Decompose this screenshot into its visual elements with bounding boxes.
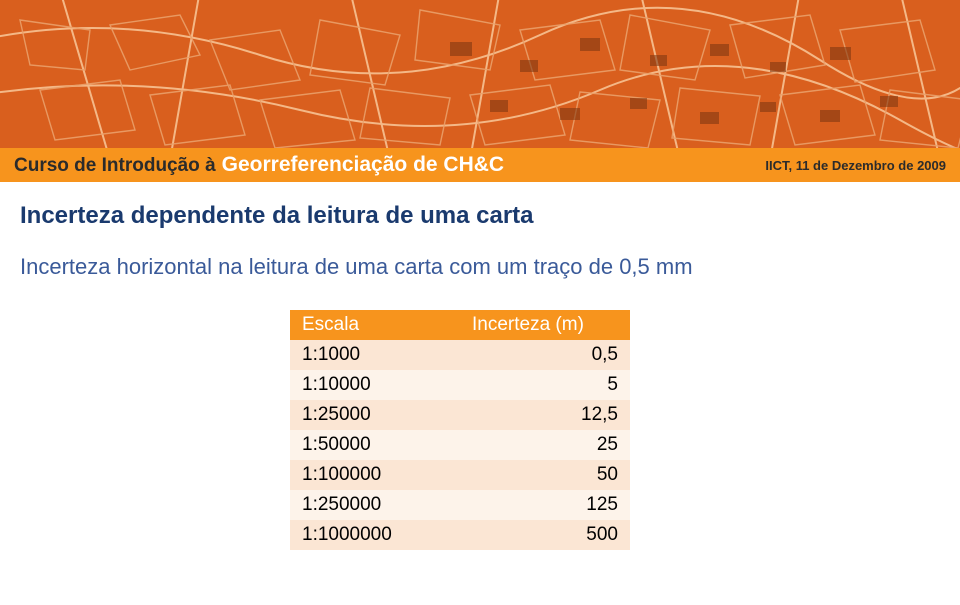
table-cell-value: 0,5 (460, 340, 630, 370)
table-cell-scale: 1:10000 (290, 370, 460, 400)
title-main: Georreferenciação de CH&C (222, 153, 504, 177)
table-cell-scale: 1:25000 (290, 400, 460, 430)
header-map-image (0, 0, 960, 148)
table-row: 1:50000 25 (290, 430, 630, 460)
table-header-scale: Escala (290, 310, 460, 340)
title-date: IICT, 11 de Dezembro de 2009 (765, 158, 946, 173)
table-row: 1:1000000 500 (290, 520, 630, 550)
title-bar: Curso de Introdução à Georreferenciação … (0, 148, 960, 182)
table-cell-scale: 1:1000000 (290, 520, 460, 550)
table-header-uncertainty: Incerteza (m) (460, 310, 630, 340)
content-heading: Incerteza dependente da leitura de uma c… (20, 202, 940, 230)
content-subheading: Incerteza horizontal na leitura de uma c… (20, 254, 940, 280)
table-cell-value: 5 (460, 370, 630, 400)
table-cell-value: 50 (460, 460, 630, 490)
table-cell-value: 12,5 (460, 400, 630, 430)
table-cell-value: 500 (460, 520, 630, 550)
table-row: 1:100000 50 (290, 460, 630, 490)
table-cell-value: 125 (460, 490, 630, 520)
uncertainty-table: Escala Incerteza (m) 1:1000 0,5 1:10000 … (290, 310, 630, 550)
table-row: 1:25000 12,5 (290, 400, 630, 430)
table-header-row: Escala Incerteza (m) (290, 310, 630, 340)
title-prefix: Curso de Introdução à (14, 155, 216, 177)
table-cell-scale: 1:50000 (290, 430, 460, 460)
table-cell-scale: 1:250000 (290, 490, 460, 520)
table-row: 1:1000 0,5 (290, 340, 630, 370)
table-cell-scale: 1:100000 (290, 460, 460, 490)
table-row: 1:250000 125 (290, 490, 630, 520)
table-row: 1:10000 5 (290, 370, 630, 400)
title-left: Curso de Introdução à Georreferenciação … (14, 153, 504, 177)
table-cell-value: 25 (460, 430, 630, 460)
content-area: Incerteza dependente da leitura de uma c… (0, 182, 960, 550)
table-cell-scale: 1:1000 (290, 340, 460, 370)
